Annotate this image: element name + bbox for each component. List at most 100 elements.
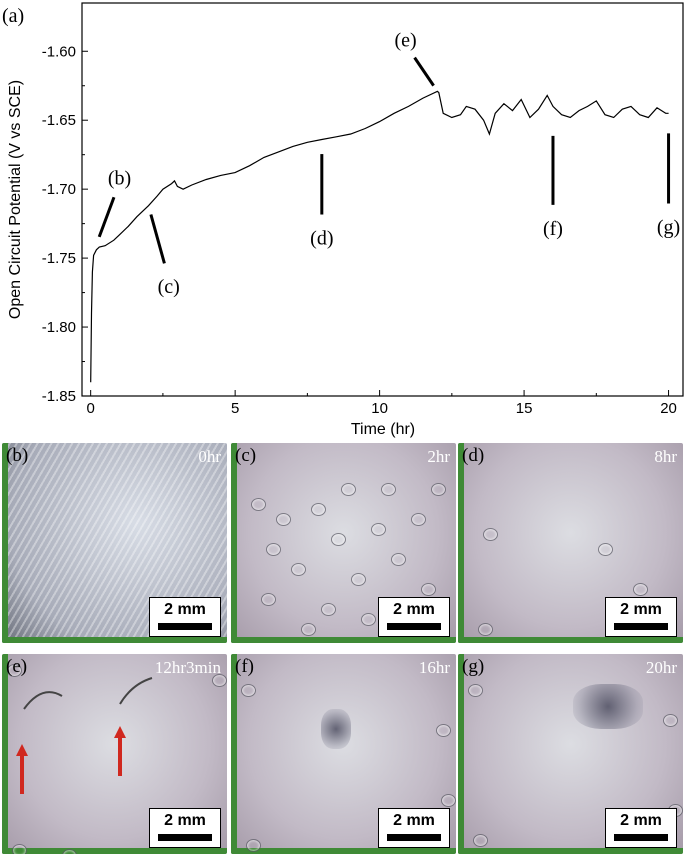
- bubble: [411, 513, 426, 526]
- scale-bar-line: [158, 834, 212, 841]
- bubble: [276, 513, 291, 526]
- bubble: [301, 623, 316, 636]
- y-tick-label: -1.80: [42, 319, 76, 336]
- red-arrow-icon: [114, 726, 126, 781]
- annotation-label: (g): [657, 216, 680, 238]
- bubble: [473, 834, 488, 847]
- bubble: [246, 839, 261, 852]
- bubble: [441, 794, 456, 807]
- bubble: [468, 684, 483, 697]
- annotation-label: (f): [543, 218, 563, 240]
- panel-label: (g): [462, 656, 485, 677]
- x-tick-label: 10: [371, 400, 388, 417]
- annotations: (b) (c) (d) (e) (f) (g): [97, 29, 680, 298]
- scale-bar: 2 mm: [605, 597, 677, 637]
- red-arrow-icon: [16, 744, 28, 799]
- y-tick-label: -1.60: [42, 43, 76, 60]
- scale-bar-label: 2 mm: [164, 812, 206, 829]
- scale-bar-line: [387, 623, 441, 630]
- y-tick-label: -1.85: [42, 388, 76, 405]
- scale-bar: 2 mm: [149, 597, 221, 637]
- annotation-label: (b): [108, 167, 131, 189]
- bubble: [12, 844, 27, 854]
- x-tick-label: 5: [231, 400, 239, 417]
- scale-bar-line: [614, 623, 668, 630]
- bubble: [351, 573, 366, 586]
- scale-bar-label: 2 mm: [164, 601, 206, 618]
- scale-bar: 2 mm: [149, 808, 221, 848]
- scale-bar-label: 2 mm: [393, 601, 435, 618]
- x-tick-label: 20: [660, 400, 677, 417]
- bubble: [266, 543, 281, 556]
- elapsed-time-label: 2hr: [427, 447, 450, 466]
- panel-label: (c): [235, 445, 257, 466]
- bubble: [381, 483, 396, 496]
- annotation-leader: [97, 196, 116, 238]
- annotation-leader: [149, 214, 166, 264]
- annotation-label: (d): [310, 228, 333, 250]
- bubble: [341, 483, 356, 496]
- bubble: [311, 503, 326, 516]
- bubble: [436, 724, 451, 737]
- annotation-label: (e): [395, 29, 417, 51]
- bubble: [331, 533, 346, 546]
- bubble: [212, 674, 227, 687]
- bubble: [241, 684, 256, 697]
- elapsed-time-label: 20hr: [645, 658, 677, 677]
- ocp-chart: (a) 0 5 10 15 20 -1.60 -1.65 -1.70 -1.75 -1.80 -1.…: [2, 2, 684, 438]
- bubble: [291, 563, 306, 576]
- bubble: [483, 528, 498, 541]
- annotation-leader: [413, 56, 435, 87]
- x-tick-label: 15: [516, 400, 533, 417]
- bubble: [7, 664, 22, 677]
- bubble: [371, 523, 386, 536]
- ocp-series-line: [90, 90, 669, 383]
- axis-ticks: [82, 50, 670, 397]
- y-axis-label: Open Circuit Potential (V vs SCE): [7, 80, 24, 319]
- bubble: [361, 613, 376, 626]
- bubble: [478, 623, 493, 636]
- photo-panel: (e) 12hr3min 2 mm: [2, 654, 227, 854]
- scale-bar-label: 2 mm: [393, 812, 435, 829]
- elapsed-time-label: 16hr: [418, 658, 450, 677]
- tick-labels: 0 5 10 15 20 -1.60 -1.65 -1.70 -1.75 -1.80 -1.85: [42, 43, 677, 417]
- y-tick-label: -1.75: [42, 250, 76, 267]
- photo-panel: (f) 16hr 2 mm: [231, 654, 456, 854]
- x-axis-label: Time (hr): [351, 421, 415, 438]
- elapsed-time-label: 0hr: [198, 447, 221, 466]
- bubble: [431, 483, 446, 496]
- photo-panel: (c) 2hr 2 mm: [231, 443, 456, 643]
- y-tick-label: -1.70: [42, 181, 76, 198]
- panel-label: (e): [6, 656, 28, 677]
- y-tick-label: -1.65: [42, 112, 76, 129]
- photo-panel: (g) 20hr 2 mm: [458, 654, 683, 854]
- photo-panel: (d) 8hr 2 mm: [458, 443, 683, 643]
- bubble: [421, 583, 436, 596]
- panel-label: (b): [6, 445, 29, 466]
- bubble: [261, 593, 276, 606]
- bubble: [391, 553, 406, 566]
- panel-label: (d): [462, 445, 485, 466]
- scale-bar-line: [614, 834, 668, 841]
- panel-a-label: (a): [2, 5, 24, 27]
- plot-frame: [81, 2, 684, 397]
- corrosion-deposit: [573, 684, 643, 729]
- scale-bar-line: [158, 623, 212, 630]
- elapsed-time-label: 12hr3min: [154, 658, 221, 677]
- elapsed-time-label: 8hr: [654, 447, 677, 466]
- bubble: [321, 603, 336, 616]
- bubble: [633, 583, 648, 596]
- bubble: [251, 498, 266, 511]
- corrosion-deposit: [321, 709, 351, 749]
- scale-bar-line: [387, 834, 441, 841]
- photo-panel: (b) 0hr 2 mm: [2, 443, 227, 643]
- bubble: [663, 714, 678, 727]
- scale-bar: 2 mm: [378, 597, 450, 637]
- scale-bar-label: 2 mm: [620, 812, 662, 829]
- scale-bar: 2 mm: [605, 808, 677, 848]
- scale-bar-label: 2 mm: [620, 601, 662, 618]
- bubble: [598, 543, 613, 556]
- scale-bar: 2 mm: [378, 808, 450, 848]
- annotation-label: (c): [158, 276, 180, 298]
- panel-label: (f): [235, 656, 254, 677]
